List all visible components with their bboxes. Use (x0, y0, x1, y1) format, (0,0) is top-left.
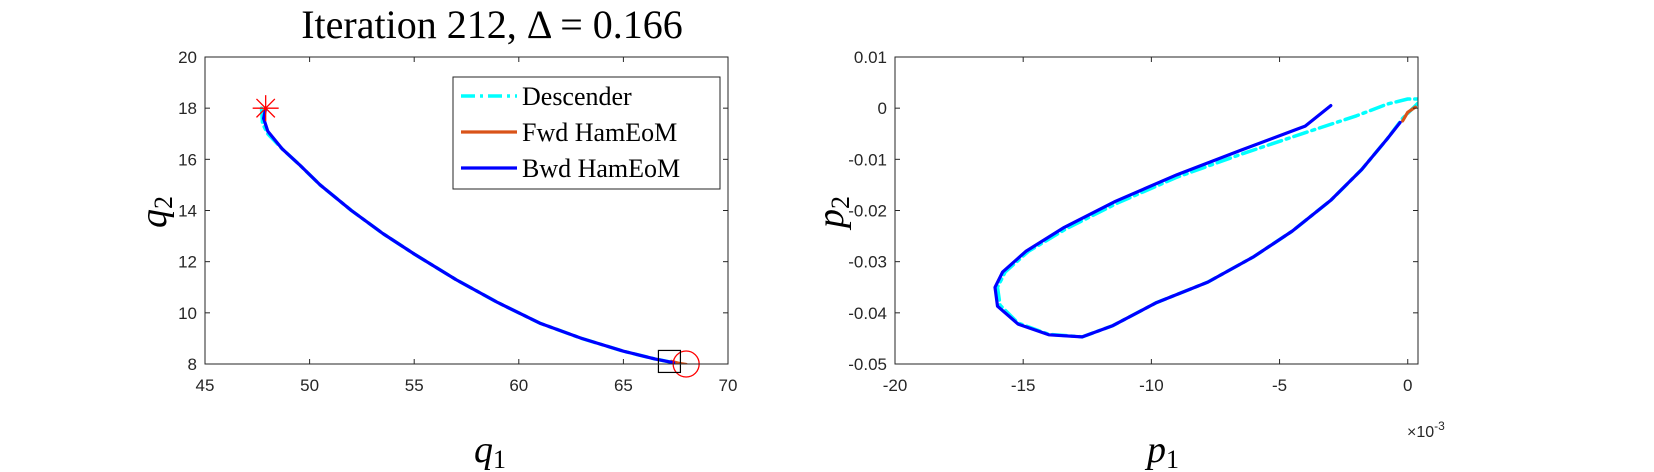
chart-left-ytick-label: 16 (178, 150, 197, 169)
chart-left-marker-square (657, 349, 682, 374)
chart-left-ytick-label: 8 (188, 355, 197, 374)
chart-right-series-bwd-hameom (993, 104, 1402, 339)
chart-right-plot-area: -20 -15 -10 -5 0 -0.05 -0.04 -0.03 -0.02 -0.01 0 0.… (848, 48, 1419, 395)
chart-right-xtick-label: 0 (1403, 376, 1412, 395)
legend-label-fwd-hameom: Fwd HamEoM (522, 118, 677, 147)
chart-right-xlabel: p1 (1144, 429, 1179, 472)
chart-right-ytick-label: -0.01 (848, 150, 887, 169)
chart-right-x-exponent: ×10-3 (1407, 419, 1445, 441)
chart-left-xtick-label: 65 (614, 376, 633, 395)
chart-right-ytick-label: -0.02 (848, 202, 887, 221)
chart-right-xtick-label: -15 (1011, 376, 1036, 395)
chart-right-series-group (993, 97, 1418, 339)
chart-left-ytick-label: 20 (178, 48, 197, 67)
legend-label-descender: Descender (522, 82, 632, 111)
chart-right-ytick-label: 0 (878, 99, 887, 118)
chart-left-xlabel-sub: 1 (493, 445, 506, 472)
chart-right-xlabel-main: p (1144, 429, 1166, 471)
chart-right-xtick-label: -20 (883, 376, 908, 395)
legend-label-bwd-hameom: Bwd HamEoM (522, 154, 680, 183)
chart-left-xtick-label: 70 (719, 376, 738, 395)
chart-left-xlabel-main: q (474, 429, 493, 471)
chart-left-series-bwd-hameom (262, 106, 676, 364)
chart-right-ylabel: p2 (810, 196, 855, 231)
chart-left-ytick-label: 18 (178, 99, 197, 118)
chart-right-ylabel-sub: 2 (826, 196, 855, 209)
chart-left-xlabel: q1 (474, 429, 506, 472)
chart-left-ytick-label: 10 (178, 304, 197, 323)
chart-right-xlabel-sub: 1 (1166, 445, 1179, 472)
chart-left-xtick-label: 50 (300, 376, 319, 395)
chart-right-x-exponent-base: ×10 (1407, 424, 1434, 441)
chart-left-legend: Descender Fwd HamEoM Bwd HamEoM (452, 76, 721, 190)
chart-right-xtick-label: -5 (1272, 376, 1287, 395)
chart-right-ylabel-main: p (810, 209, 852, 231)
chart-left-xtick-label: 60 (509, 376, 528, 395)
chart-right-series-fwd-hameom (1401, 105, 1417, 123)
chart-right-ytick-label: -0.04 (848, 304, 887, 323)
chart-left-marker-star (252, 95, 279, 122)
chart-right-x-exponent-power: -3 (1434, 419, 1445, 433)
chart-left-xtick-label: 55 (405, 376, 424, 395)
chart-left-ylabel-main: q (133, 209, 175, 228)
chart-right-ytick-label: 0.01 (854, 48, 887, 67)
chart-left: Iteration 212, Δ = 0.166 45 50 55 60 65 70 8 10… (133, 2, 737, 472)
chart-left-ylabel-sub: 2 (149, 196, 178, 209)
chart-right-background (895, 57, 1418, 364)
chart-right-xtick-label: -10 (1139, 376, 1164, 395)
chart-left-ytick-label: 14 (178, 202, 197, 221)
chart-right-ytick-label: -0.03 (848, 253, 887, 272)
chart-left-title: Iteration 212, Δ = 0.166 (301, 2, 683, 47)
chart-left-xtick-label: 45 (196, 376, 215, 395)
chart-left-ytick-label: 12 (178, 253, 197, 272)
chart-left-ylabel: q2 (133, 196, 178, 228)
chart-right: -20 -15 -10 -5 0 -0.05 -0.04 -0.03 -0.02 -0.01 0 0.… (810, 48, 1445, 472)
chart-right-ytick-label: -0.05 (848, 355, 887, 374)
